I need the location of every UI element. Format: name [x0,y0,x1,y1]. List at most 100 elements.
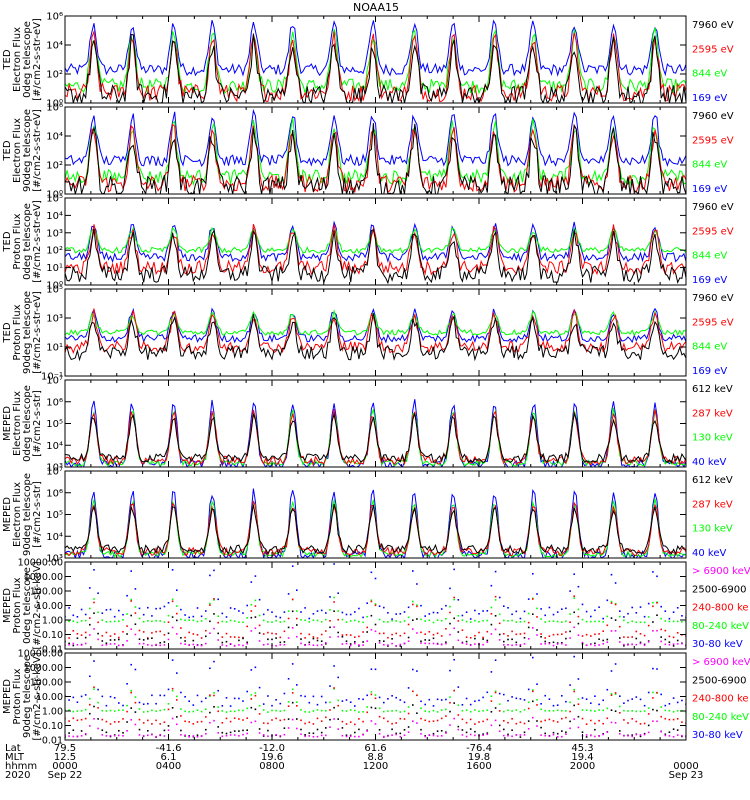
data-point [325,618,327,621]
data-point [349,721,352,723]
data-point [304,722,306,725]
data-point [503,720,505,722]
data-point [581,635,584,637]
data-point [594,644,596,647]
data-point [118,620,120,622]
data-point [664,620,667,622]
data-point [209,604,211,606]
y-axis-label-line: MEPED [2,679,13,714]
data-point [126,594,128,597]
data-point [155,619,157,622]
plot-area [65,488,686,558]
data-point [416,670,418,672]
data-point [498,596,501,599]
data-point [548,635,551,637]
data-point [453,717,455,720]
data-point [155,643,157,646]
data-point [76,710,79,712]
data-point [561,642,563,645]
data-point [606,717,609,720]
data-point [598,638,600,640]
data-point [349,644,352,647]
data-point [221,641,224,644]
data-point [196,736,199,738]
data-point [142,722,145,724]
data-point [151,637,153,639]
data-point [76,637,79,639]
data-point [180,627,182,629]
data-point [118,709,120,712]
data-point [89,725,91,727]
data-point [614,630,617,632]
data-point [532,689,534,691]
data-point [540,608,542,610]
data-point [647,641,650,643]
data-point [465,611,468,613]
data-point [358,735,360,738]
data-point [262,619,265,622]
data-point [109,723,112,725]
y-axis-label: MEPED Proton Flux 0deg telescope [#/cm2-s-s… [2,561,43,649]
data-point [548,606,551,609]
data-point [536,607,538,610]
data-point [258,632,261,634]
data-point [581,697,584,699]
data-point [581,717,584,720]
data-point [639,641,642,644]
data-point [660,706,662,708]
data-point [672,697,675,699]
data-point [147,710,149,713]
data-point [84,733,87,735]
data-point [498,730,501,732]
data-point [643,621,646,624]
data-point [569,727,571,730]
data-point [341,611,344,614]
y-axis-label-line: [#/cm2-s-str-eV] [32,109,43,192]
data-point [474,637,476,640]
data-point [171,689,174,692]
data-point [523,643,526,645]
data-point [610,573,613,576]
data-point [561,621,563,623]
data-point [544,709,546,712]
data-point [490,724,493,727]
data-point [623,619,625,622]
data-point [101,729,104,731]
data-point [180,734,182,736]
data-point [635,720,638,723]
data-point [254,575,257,577]
data-point [89,617,91,619]
data-point [474,643,476,645]
data-point [238,636,240,639]
data-point [283,709,286,712]
data-point [184,643,186,645]
data-point [569,630,571,633]
data-point [250,694,253,696]
data-point [80,608,83,611]
x-row-label: MLT [5,752,25,763]
data-point [291,701,294,704]
data-point [271,704,273,707]
data-point [412,570,414,572]
data-point [573,718,575,720]
data-point [354,641,356,643]
data-point [105,731,108,734]
data-point [180,691,182,694]
data-point [217,639,219,641]
data-point [594,728,596,731]
data-point [362,631,364,633]
y-axis-label-line: TED [2,231,13,252]
data-point [544,719,546,722]
data-point [366,730,368,732]
data-point [275,633,277,635]
series-3-line [65,309,686,337]
data-point [242,733,244,736]
data-point [631,710,633,712]
data-point [142,631,145,633]
data-point [440,699,443,701]
data-point [540,708,542,711]
data-point [312,695,315,698]
data-point [569,684,571,686]
data-point [519,633,522,635]
data-point [205,635,207,638]
